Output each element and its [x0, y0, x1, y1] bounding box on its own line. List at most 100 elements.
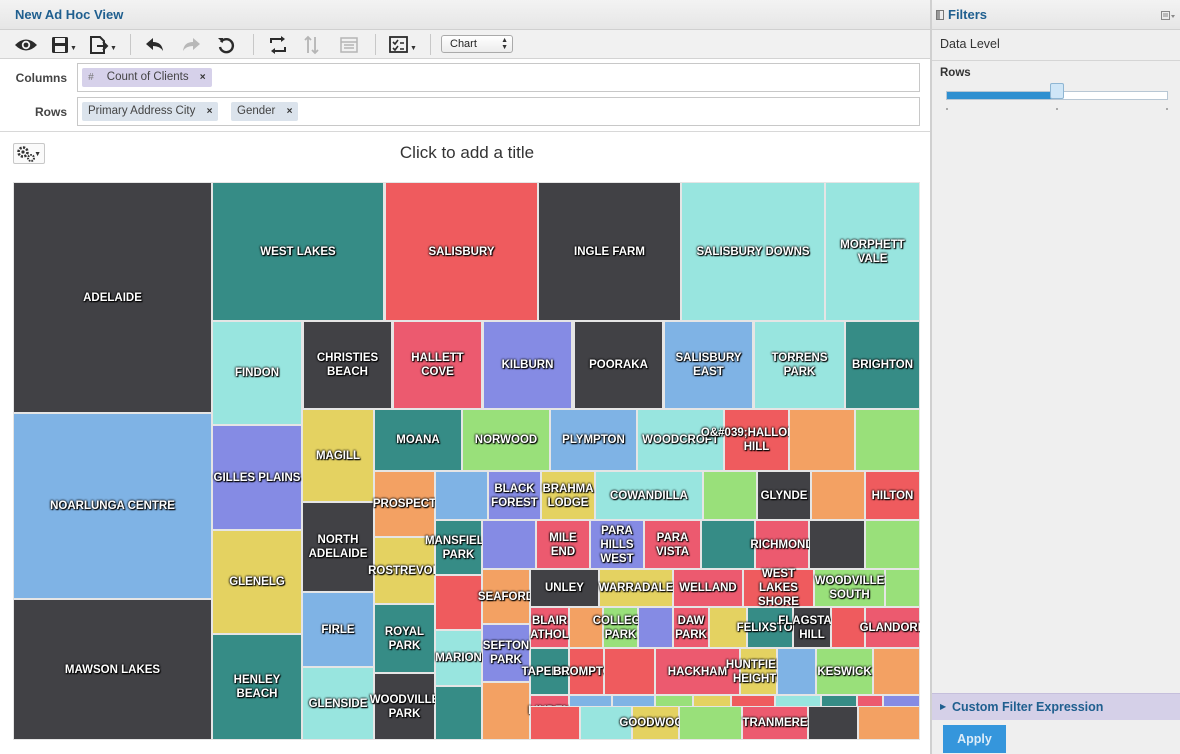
save-button[interactable]: ▼ — [48, 32, 80, 57]
treemap-tile[interactable]: SALISBURY — [385, 182, 538, 321]
display-mode-button[interactable] — [11, 32, 41, 57]
chart-title[interactable]: Click to add a title — [399, 143, 535, 162]
treemap-tile[interactable]: ROSTREVOR — [368, 537, 441, 604]
columns-dropzone[interactable]: # Count of Clients × — [77, 63, 920, 92]
treemap-tile[interactable] — [831, 607, 865, 648]
treemap-tile[interactable]: POORAKA — [574, 321, 663, 409]
treemap-tile[interactable] — [638, 607, 673, 648]
treemap-tile[interactable] — [569, 607, 603, 648]
treemap-tile[interactable] — [701, 520, 755, 569]
slider-handle[interactable] — [1050, 83, 1064, 99]
treemap-tile[interactable] — [435, 471, 488, 520]
treemap-tile[interactable]: MARION — [435, 630, 482, 686]
treemap-tile[interactable] — [777, 648, 816, 695]
treemap-tile[interactable]: NOARLUNGA CENTRE — [13, 413, 212, 599]
treemap-tile[interactable] — [482, 682, 530, 740]
treemap-tile[interactable] — [873, 648, 920, 695]
treemap-tile[interactable] — [809, 520, 865, 569]
treemap-tile[interactable]: KILBURN — [483, 321, 572, 409]
treemap-tile[interactable]: TORRENS PARK — [754, 321, 845, 409]
options-button[interactable]: ▼ — [386, 32, 420, 57]
treemap-tile[interactable]: INGLE FARM — [538, 182, 681, 321]
treemap-tile[interactable]: MORPHETT VALE — [825, 182, 920, 321]
treemap-tile[interactable]: MILE END — [536, 520, 590, 569]
treemap-tile[interactable] — [858, 706, 920, 740]
treemap-tile[interactable]: CHRISTIES BEACH — [303, 321, 392, 409]
chart-options-button[interactable]: ▼ — [13, 143, 45, 164]
treemap-tile[interactable]: BLAIR ATHOL — [530, 607, 569, 648]
treemap-tile[interactable]: WOODCROFT — [637, 409, 724, 471]
treemap-tile[interactable]: BROMPTON — [553, 648, 620, 695]
treemap-tile[interactable]: O&#039;HALLORAN HILL — [701, 409, 812, 471]
treemap-tile[interactable]: SALISBURY EAST — [664, 321, 753, 409]
treemap-tile[interactable] — [709, 607, 747, 648]
treemap-tile[interactable]: KESWICK — [816, 648, 873, 695]
treemap-tile[interactable]: COLLEGE PARK — [593, 607, 648, 648]
collapse-panel-icon[interactable] — [936, 10, 944, 20]
treemap-tile[interactable]: COWANDILLA — [595, 471, 703, 520]
treemap-tile[interactable]: BRAHMA LODGE — [541, 471, 595, 520]
treemap-tile[interactable] — [865, 520, 920, 569]
treemap-tile[interactable]: HACKHAM — [655, 648, 740, 695]
treemap-tile[interactable]: MAWSON LAKES — [13, 599, 212, 740]
undo-all-button[interactable] — [212, 32, 240, 57]
treemap-tile[interactable]: ADELAIDE — [13, 182, 212, 413]
treemap-tile[interactable]: PARA VISTA — [644, 520, 701, 569]
treemap-tile[interactable]: HALLETT COVE — [393, 321, 482, 409]
column-field-count-of-clients[interactable]: # Count of Clients × — [82, 68, 212, 87]
treemap-tile[interactable]: GILLES PLAINS — [212, 425, 302, 530]
treemap-tile[interactable]: WEST LAKES SHORE — [743, 568, 814, 608]
treemap-tile[interactable] — [530, 706, 580, 740]
treemap-tile[interactable]: TRANMERE — [742, 706, 808, 740]
treemap-tile[interactable]: SEFTON PARK — [482, 624, 530, 682]
treemap-tile[interactable]: HILTON — [865, 471, 920, 520]
treemap-tile[interactable]: WARRADALE — [599, 569, 673, 607]
treemap-tile[interactable]: HUNTFIELD HEIGHTS — [726, 648, 791, 695]
treemap-tile[interactable]: FLAGSTAFF HILL — [778, 607, 846, 648]
undo-button[interactable] — [141, 32, 169, 57]
treemap-tile[interactable]: FINDON — [212, 321, 302, 425]
treemap-tile[interactable]: WOODVILLE SOUTH — [814, 569, 885, 607]
treemap-tile[interactable]: HENLEY BEACH — [212, 634, 302, 740]
treemap-tile[interactable] — [679, 706, 742, 740]
treemap-tile[interactable] — [703, 471, 757, 520]
panel-splitter[interactable] — [930, 0, 932, 754]
treemap-tile[interactable]: NORWOOD — [462, 409, 550, 471]
treemap-tile[interactable] — [580, 706, 632, 740]
treemap-tile[interactable] — [435, 575, 482, 630]
treemap-tile[interactable] — [811, 471, 865, 520]
treemap-tile[interactable]: NORTH ADELAIDE — [302, 502, 374, 592]
apply-button[interactable]: Apply — [943, 725, 1006, 753]
treemap-tile[interactable] — [435, 686, 482, 740]
filter-menu-icon[interactable] — [1161, 11, 1175, 21]
export-button[interactable]: ▼ — [86, 32, 120, 57]
remove-icon[interactable]: × — [206, 106, 213, 117]
treemap-tile[interactable]: RICHMOND — [750, 520, 814, 569]
treemap-tile[interactable] — [855, 409, 920, 471]
treemap-tile[interactable] — [808, 706, 858, 740]
remove-icon[interactable]: × — [199, 72, 206, 83]
page-properties-button[interactable] — [336, 32, 362, 57]
treemap-tile[interactable]: GLYNDE — [757, 471, 811, 520]
remove-icon[interactable]: × — [286, 106, 293, 117]
treemap-tile[interactable] — [482, 520, 536, 569]
treemap-tile[interactable]: PROSPECT — [373, 471, 436, 537]
treemap-tile[interactable]: FIRLE — [302, 592, 374, 667]
treemap-tile[interactable]: BLACK FOREST — [488, 471, 541, 520]
treemap-tile[interactable]: BRIGHTON — [845, 321, 920, 409]
switch-axes-button[interactable] — [264, 32, 292, 57]
row-field-primary-address-city[interactable]: Primary Address City × — [82, 102, 219, 121]
chart-type-select[interactable]: Chart ▲ ▼ — [441, 35, 513, 53]
treemap-tile[interactable]: WOODVILLE PARK — [370, 673, 439, 740]
redo-button[interactable] — [177, 32, 205, 57]
treemap-tile[interactable] — [885, 569, 920, 607]
treemap-tile[interactable]: MOANA — [374, 409, 462, 471]
sort-button[interactable] — [300, 32, 326, 57]
treemap-tile[interactable]: GOODWOOD — [619, 706, 692, 740]
treemap-tile[interactable]: GLENELG — [212, 530, 302, 634]
treemap-tile[interactable]: MANSFIELD PARK — [425, 520, 492, 575]
treemap-tile[interactable]: SALISBURY DOWNS — [681, 182, 825, 321]
treemap-tile[interactable] — [604, 648, 655, 695]
row-field-gender[interactable]: Gender × — [231, 102, 299, 121]
treemap-tile[interactable]: UNLEY — [530, 569, 599, 607]
